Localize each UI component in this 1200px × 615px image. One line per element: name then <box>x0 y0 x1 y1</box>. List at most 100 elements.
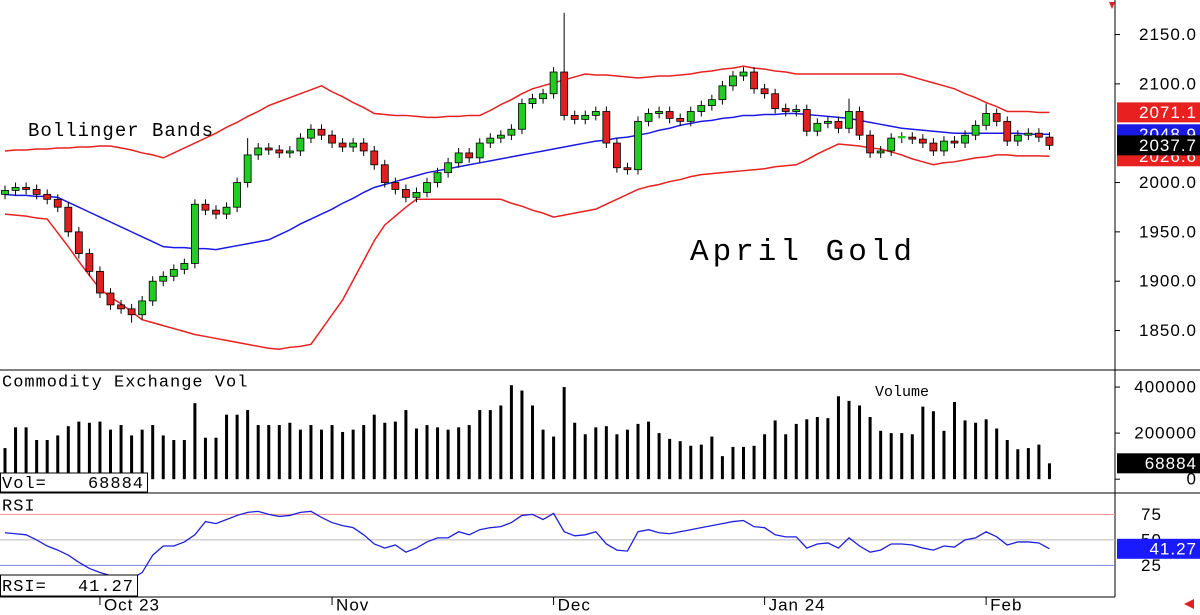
candle-body <box>634 120 642 171</box>
volume-bar <box>942 430 946 480</box>
y-tick-label: 400000 <box>1134 378 1197 397</box>
candle-body <box>233 182 242 208</box>
volume-bar <box>478 410 482 480</box>
volume-bar <box>773 420 777 480</box>
volume-bar <box>995 428 999 480</box>
volume-bar <box>467 425 471 480</box>
x-tick-label: Dec <box>558 595 591 614</box>
candle-body <box>454 152 463 164</box>
candle-body <box>824 120 832 124</box>
candle-body <box>370 150 379 166</box>
volume-bar <box>309 425 313 480</box>
candle-body <box>507 128 516 136</box>
volume-bar <box>541 429 545 480</box>
candle-body <box>528 98 537 104</box>
annotation: Bollinger Bands <box>28 120 214 142</box>
candle-body <box>465 152 474 159</box>
candle-body <box>264 147 273 151</box>
volume-bar <box>172 440 176 480</box>
volume-bar <box>847 400 851 480</box>
candle-body <box>222 206 231 215</box>
candle-body <box>602 111 611 144</box>
volume-bar <box>921 406 925 480</box>
volume-bar <box>499 405 503 480</box>
volume-bar <box>710 436 714 480</box>
volume-bar <box>594 427 598 480</box>
candle-body <box>412 191 421 198</box>
candle-body <box>591 111 600 116</box>
band-line <box>4 112 1050 251</box>
last-value-box <box>1117 538 1200 559</box>
candle-body <box>43 193 52 200</box>
volume-bar <box>35 440 39 480</box>
volume-bar <box>1026 448 1030 480</box>
volume-bar <box>436 427 440 480</box>
volume-bar <box>752 445 756 480</box>
candle-body <box>64 206 73 233</box>
volume-bar <box>24 427 28 480</box>
candle-body <box>444 162 453 174</box>
volume-bar <box>56 435 60 480</box>
candle-body <box>32 189 41 195</box>
y-tick-label: 1950.0 <box>1139 222 1197 241</box>
volume-bar <box>246 410 250 480</box>
candle-body <box>739 71 748 77</box>
volume-bar <box>573 422 577 480</box>
volume-bar <box>383 422 387 480</box>
candle-body <box>275 149 284 154</box>
x-tick-label: Oct 23 <box>104 595 160 614</box>
y-tick-label: 2000.0 <box>1139 173 1197 192</box>
candle-body <box>982 113 991 126</box>
volume-bar <box>731 446 735 480</box>
annotation: Volume <box>875 384 929 401</box>
volume-bar <box>193 403 197 480</box>
last-value-box <box>1117 135 1200 156</box>
x-tick-label: Nov <box>336 595 369 614</box>
scroll-arrow[interactable] <box>1184 599 1194 609</box>
last-value-label: 2037.7 <box>1139 136 1197 155</box>
y-tick-label: 75 <box>1141 505 1162 524</box>
candle-body <box>623 167 632 171</box>
candle-body <box>560 71 569 116</box>
volume-bar <box>963 420 967 480</box>
candle-body <box>929 142 938 152</box>
volume-bar <box>879 430 883 480</box>
marker-icon <box>1109 2 1115 9</box>
volume-bar <box>784 434 788 480</box>
y-tick-label: 2150.0 <box>1139 25 1197 44</box>
candle-body <box>1024 132 1033 136</box>
y-tick-label: 200000 <box>1134 424 1197 443</box>
candle-body <box>897 135 906 139</box>
candle-body <box>391 182 400 190</box>
candle-body <box>117 304 125 310</box>
candle-body <box>1035 132 1043 138</box>
candle-body <box>845 111 853 129</box>
volume-bar <box>583 434 587 480</box>
band-line <box>4 65 1050 159</box>
candle-body <box>159 275 168 282</box>
candle-body <box>950 140 959 144</box>
candle-body <box>85 253 94 272</box>
last-value-label: 41.27 <box>1149 539 1197 558</box>
y-tick-label: 0 <box>1187 470 1197 489</box>
last-value-box <box>1117 453 1200 474</box>
volume-bar <box>362 425 366 480</box>
candle-body <box>285 150 294 154</box>
candle-body <box>243 154 252 183</box>
volume-bar <box>203 437 207 480</box>
candle-body <box>307 128 315 139</box>
volume-bar <box>531 405 534 480</box>
candle-body <box>549 71 558 95</box>
candle-body <box>802 109 811 132</box>
volume-bar <box>910 434 914 480</box>
candle-body <box>834 120 843 129</box>
volume-bar <box>87 422 91 480</box>
volume-bar <box>509 385 513 480</box>
x-tick-label: Jan 24 <box>769 595 826 614</box>
volume-bar <box>235 414 239 480</box>
last-value-label: 68884 <box>1145 454 1197 473</box>
readout-value: 41.27 <box>78 578 134 597</box>
readout-value: 68884 <box>88 475 144 494</box>
candle-body <box>866 134 874 154</box>
candle-body <box>961 134 969 144</box>
